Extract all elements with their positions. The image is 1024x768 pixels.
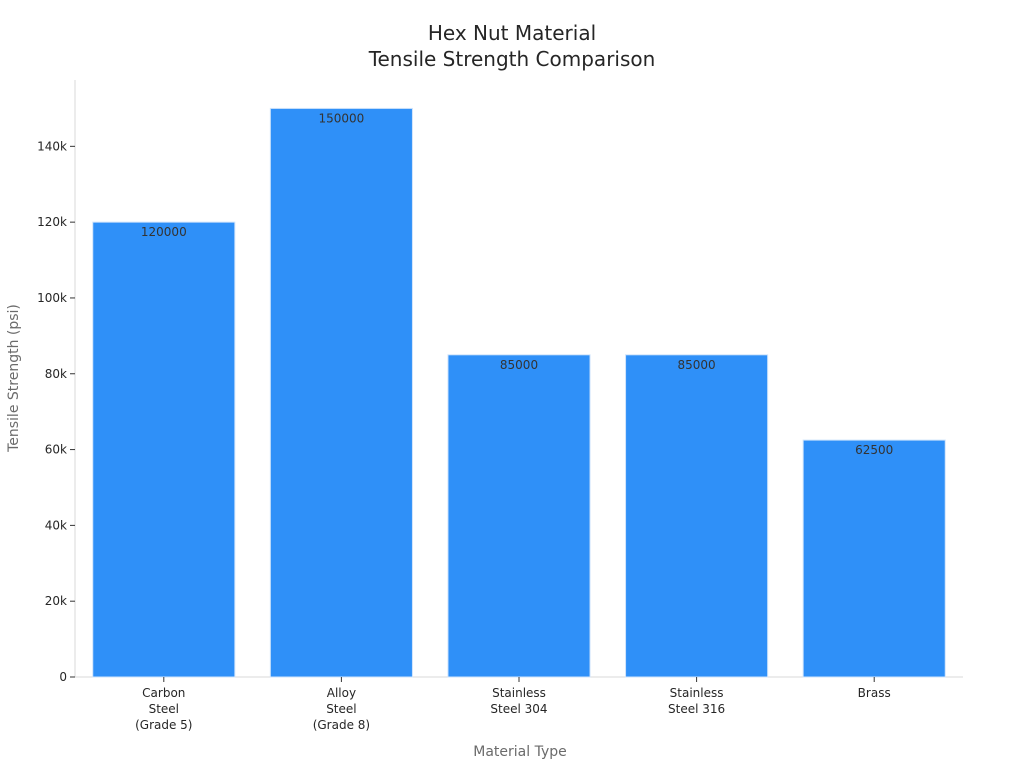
x-tick-label: Stainless Steel 304	[490, 686, 547, 716]
x-tick-label-line: Brass	[858, 686, 891, 700]
bar	[802, 439, 946, 678]
x-tick-label: Brass	[858, 686, 891, 700]
bar	[269, 107, 413, 678]
x-tick-label-line: (Grade 5)	[135, 718, 192, 732]
bar-value-label: 150000	[318, 111, 364, 125]
x-tick-label-line: Carbon	[142, 686, 185, 700]
y-tick-label: 100k	[37, 291, 67, 305]
y-tick-label: 0	[59, 670, 67, 684]
bar-value-label: 62500	[855, 443, 893, 457]
y-tick-label: 120k	[37, 215, 67, 229]
x-axis-label: Material Type	[473, 744, 566, 760]
x-tick-label-line: Stainless	[670, 686, 724, 700]
bar-value-label: 85000	[500, 358, 538, 372]
y-tick-label: 20k	[45, 594, 67, 608]
x-tick-label-line: Steel 316	[668, 702, 725, 716]
x-tick-label-line: Stainless	[492, 686, 546, 700]
y-tick-label: 140k	[37, 139, 67, 153]
bar-value-label: 120000	[141, 225, 187, 239]
x-tick-label: Stainless Steel 316	[668, 686, 725, 716]
y-axis-label: Tensile Strength (psi)	[6, 304, 22, 453]
plot-area: 0 20k 40k 60k 80k 100k 120k 140k 120000 Carbon Ste…	[37, 80, 963, 732]
x-tick-label-line: (Grade 8)	[313, 718, 370, 732]
x-tick-label: Alloy Steel (Grade 8)	[313, 686, 370, 732]
y-tick-label: 40k	[45, 518, 67, 532]
x-tick-label: Carbon Steel (Grade 5)	[135, 686, 192, 732]
chart-title-line-1: Hex Nut Material	[428, 21, 596, 45]
x-tick-label-line: Steel	[149, 702, 179, 716]
x-tick-label-line: Steel 304	[490, 702, 547, 716]
x-tick-label-line: Alloy	[327, 686, 356, 700]
bar	[92, 221, 236, 678]
y-tick-label: 80k	[45, 367, 67, 381]
bar-value-label: 85000	[678, 358, 716, 372]
bar	[625, 354, 769, 678]
y-tick-label: 60k	[45, 443, 67, 457]
bar	[447, 354, 591, 678]
chart-title-line-2: Tensile Strength Comparison	[368, 47, 656, 71]
x-tick-label-line: Steel	[326, 702, 356, 716]
